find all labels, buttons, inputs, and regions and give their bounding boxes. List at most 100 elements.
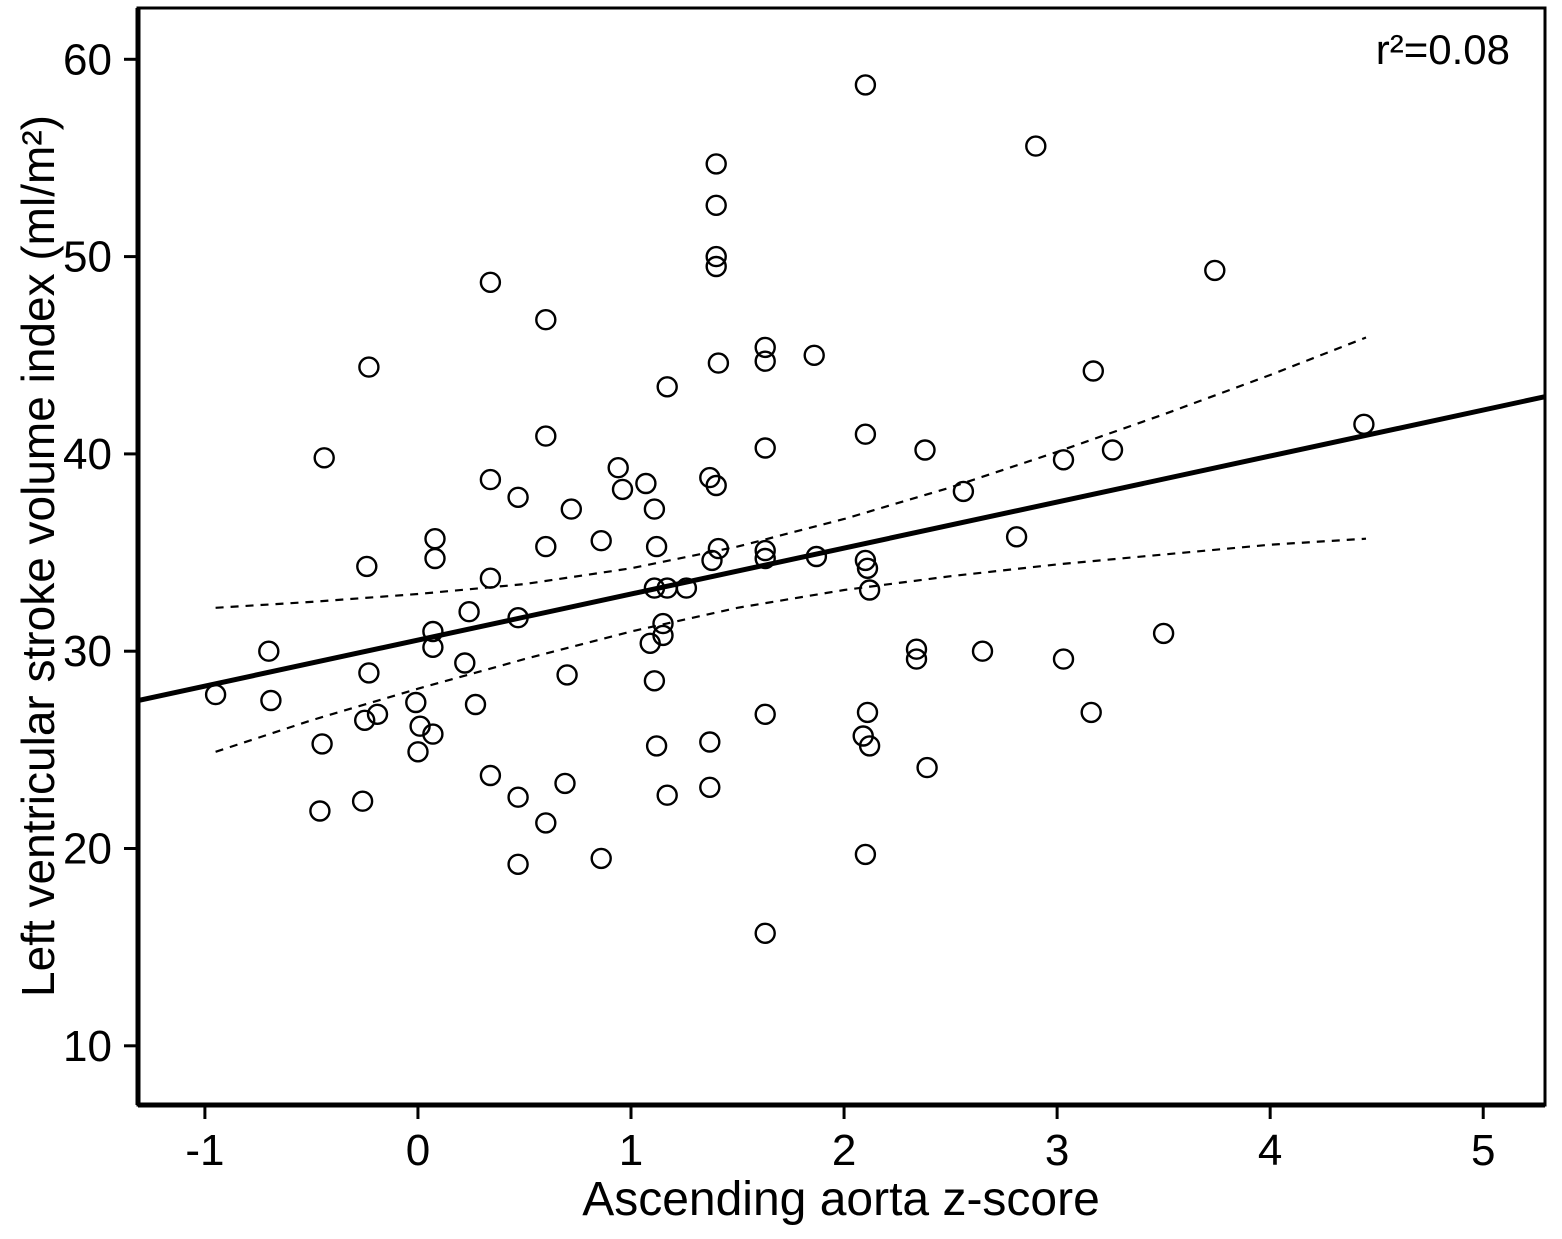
- y-tick-label: 40: [63, 430, 112, 479]
- data-point: [705, 153, 727, 175]
- data-point: [1052, 648, 1075, 670]
- y-tick-label: 20: [63, 825, 112, 874]
- x-tick-label: 4: [1258, 1126, 1282, 1175]
- data-point: [535, 812, 557, 834]
- data-point: [645, 535, 668, 558]
- data-point: [422, 636, 444, 658]
- data-point: [535, 535, 557, 558]
- data-point: [260, 689, 282, 712]
- y-axis-label: Left ventricular stroke volume index (ml…: [12, 115, 64, 997]
- x-axis-label: Ascending aorta z-score: [582, 1173, 1100, 1226]
- data-point: [479, 764, 502, 787]
- data-point: [507, 607, 529, 629]
- data-point: [407, 741, 429, 763]
- data-point: [535, 309, 557, 331]
- plot-frame: [136, 6, 1547, 1107]
- y-tick-label: 10: [63, 1022, 112, 1071]
- data-point: [914, 439, 936, 461]
- data-point: [803, 344, 825, 366]
- data-point: [916, 756, 938, 779]
- data-point: [643, 577, 666, 599]
- data-point: [805, 545, 828, 568]
- data-point: [854, 423, 877, 445]
- data-point: [607, 457, 629, 479]
- data-point: [464, 693, 487, 716]
- data-point: [560, 498, 582, 520]
- data-point: [405, 691, 427, 714]
- data-point: [351, 790, 374, 812]
- x-tick-label: 1: [619, 1126, 643, 1175]
- data-point: [754, 547, 776, 570]
- data-point: [754, 437, 776, 459]
- data-point: [422, 723, 444, 745]
- data-point: [1025, 135, 1047, 157]
- data-point: [905, 638, 928, 660]
- data-point: [1005, 526, 1028, 548]
- data-point: [204, 683, 227, 706]
- data-point: [635, 472, 657, 495]
- data-point: [754, 350, 776, 372]
- x-tick-label: 0: [406, 1126, 430, 1175]
- data-point: [1101, 439, 1124, 461]
- data-point: [701, 549, 723, 572]
- data-point: [1204, 259, 1226, 282]
- data-point: [358, 662, 380, 684]
- ci-upper-band: [215, 336, 1367, 609]
- data-point: [656, 376, 678, 398]
- data-point: [479, 271, 502, 293]
- x-tick-label: 3: [1045, 1126, 1069, 1175]
- data-point: [971, 640, 994, 662]
- x-tick-label: 2: [832, 1126, 856, 1175]
- data-point: [358, 356, 380, 378]
- data-point: [905, 648, 928, 670]
- data-point: [1152, 622, 1175, 645]
- data-point: [643, 498, 666, 520]
- data-point: [856, 701, 879, 724]
- data-point: [366, 703, 389, 725]
- data-point: [1353, 413, 1375, 435]
- data-point: [707, 537, 730, 560]
- data-point: [590, 847, 612, 870]
- data-point: [590, 530, 612, 552]
- data-point: [858, 735, 881, 757]
- data-point: [699, 731, 721, 753]
- data-point: [707, 352, 730, 374]
- data-point: [856, 557, 879, 579]
- data-point: [1082, 360, 1105, 382]
- data-point: [675, 577, 698, 599]
- data-point: [424, 528, 446, 550]
- data-point: [313, 447, 335, 469]
- data-point: [611, 478, 634, 501]
- y-tick-label: 30: [63, 627, 112, 676]
- data-point: [556, 664, 578, 686]
- x-tick-label: 5: [1471, 1126, 1495, 1175]
- y-tick-label: 60: [63, 35, 112, 84]
- data-point: [699, 776, 721, 798]
- data-point: [645, 735, 668, 757]
- data-point: [1080, 701, 1102, 724]
- data-point: [705, 255, 727, 278]
- data-point: [858, 579, 881, 601]
- data-point: [479, 567, 502, 589]
- data-point: [454, 652, 476, 674]
- data-point: [311, 733, 333, 755]
- data-point: [754, 703, 776, 725]
- data-point: [507, 853, 529, 875]
- data-point: [754, 922, 776, 944]
- data-point: [424, 547, 446, 570]
- regression-line: [137, 394, 1546, 703]
- r-squared-annotation: r²=0.08: [1375, 26, 1510, 73]
- data-point: [507, 486, 529, 508]
- data-point: [705, 474, 727, 497]
- data-point: [309, 800, 331, 822]
- data-point: [652, 612, 674, 635]
- data-point: [479, 468, 502, 491]
- data-point: [705, 245, 727, 268]
- data-point: [507, 786, 529, 808]
- data-point: [535, 425, 557, 447]
- data-point: [354, 709, 376, 731]
- data-point: [643, 670, 666, 692]
- data-point: [854, 74, 877, 96]
